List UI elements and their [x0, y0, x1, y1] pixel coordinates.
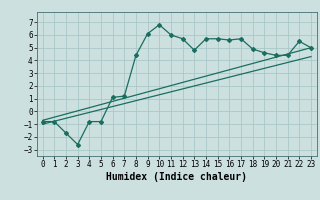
X-axis label: Humidex (Indice chaleur): Humidex (Indice chaleur) — [106, 172, 247, 182]
